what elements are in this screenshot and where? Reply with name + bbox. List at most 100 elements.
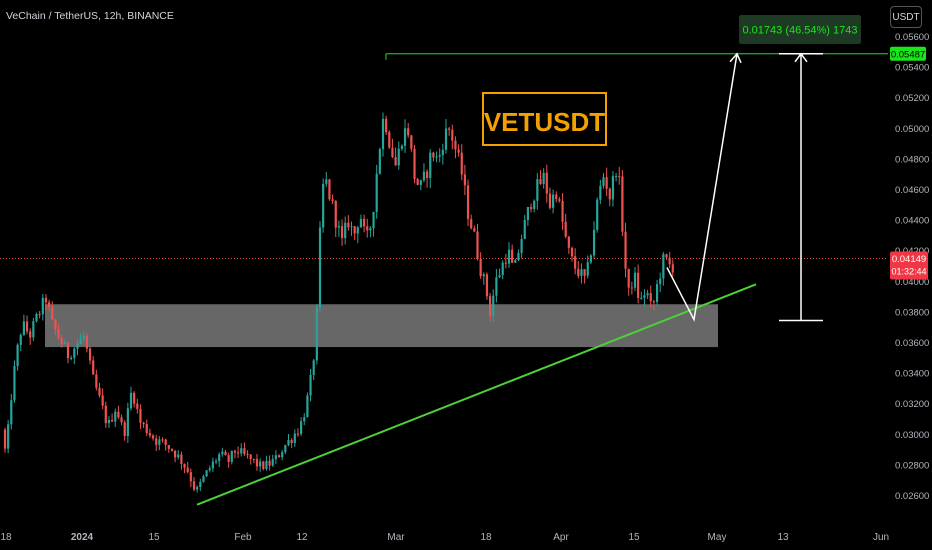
candle-body [306, 395, 309, 418]
candle [548, 187, 552, 210]
candle [460, 144, 463, 181]
candle [136, 398, 139, 414]
x-tick-label: Jun [873, 532, 889, 543]
candle-body [199, 481, 202, 488]
candle [92, 355, 95, 375]
candle-body [592, 229, 596, 256]
candle-body [10, 400, 13, 425]
candle [542, 168, 545, 189]
ascending-trendline[interactable] [196, 283, 757, 506]
candle [432, 151, 435, 162]
x-tick-label: Feb [234, 532, 252, 543]
candle [375, 164, 378, 219]
y-tick-label: 0.03000 [895, 430, 929, 441]
candle-body [507, 249, 511, 264]
candle [249, 454, 252, 465]
currency-selector-button[interactable]: USDT [890, 6, 922, 28]
candle [507, 242, 511, 268]
candle-body [13, 366, 16, 401]
candle [416, 178, 419, 186]
candle [407, 122, 410, 138]
candle-body [369, 228, 372, 231]
candle-body [539, 179, 542, 185]
candle-body [407, 128, 410, 136]
candle-body [570, 247, 574, 257]
candle [643, 289, 646, 307]
candle [652, 299, 655, 311]
candle [476, 223, 479, 261]
candle [129, 386, 133, 411]
candle-body [542, 172, 545, 185]
candle-body [293, 433, 296, 444]
candle-body [271, 459, 274, 466]
candle-body [501, 262, 504, 276]
candle [334, 199, 337, 238]
candle-body [618, 176, 621, 178]
candle-body [192, 481, 196, 490]
y-tick-label: 0.04000 [895, 277, 929, 288]
candle-body [391, 147, 394, 158]
candle [498, 268, 501, 279]
candle-body [22, 321, 25, 335]
candle-body [460, 152, 463, 175]
candle [240, 443, 243, 457]
candle-body [394, 157, 397, 166]
candle-body [136, 403, 139, 409]
x-tick-label: 12 [296, 532, 308, 543]
candle-body [196, 487, 199, 490]
candle-body [451, 129, 454, 141]
candle [662, 251, 665, 286]
symbol-label-box [482, 92, 607, 146]
candle-body [492, 295, 495, 316]
candle-body [148, 433, 151, 436]
candle-body [340, 226, 344, 239]
candle-body [51, 306, 54, 320]
candle [300, 417, 303, 437]
candle [340, 219, 344, 246]
candle [284, 444, 287, 455]
candle-body [457, 149, 460, 153]
candle [35, 312, 38, 323]
candle [117, 405, 120, 419]
candle [38, 310, 41, 319]
candle [529, 203, 533, 213]
x-tick-label: May [708, 532, 727, 543]
last-badge-bg [890, 251, 928, 280]
candle [328, 178, 331, 201]
candle [659, 272, 662, 293]
candle [485, 272, 489, 300]
candle [164, 438, 167, 451]
candle-body [120, 417, 123, 423]
candle [649, 285, 652, 308]
candle [170, 448, 174, 452]
candle [183, 463, 186, 474]
candle [19, 333, 22, 352]
candle [630, 281, 633, 295]
candle-body [533, 200, 536, 210]
candle-body [221, 451, 224, 455]
candle [599, 179, 602, 204]
candle [85, 333, 88, 353]
candle [350, 221, 353, 236]
candle-body [397, 148, 400, 166]
candle-body [48, 302, 51, 307]
x-tick-label: Apr [553, 532, 569, 543]
y-tick-label: 0.04800 [895, 154, 929, 165]
candle [517, 249, 520, 262]
candle [325, 172, 328, 187]
candle [309, 369, 312, 402]
candle-body [237, 452, 240, 454]
measure-tool[interactable] [779, 52, 823, 322]
candle-body [356, 227, 359, 234]
candle-body [589, 255, 592, 263]
candle [489, 292, 492, 322]
candle [495, 269, 498, 303]
support-zone [45, 304, 718, 348]
candle [51, 301, 54, 321]
candle [558, 196, 561, 203]
candle [120, 414, 123, 426]
candle-body [322, 183, 325, 228]
candle [41, 293, 44, 321]
